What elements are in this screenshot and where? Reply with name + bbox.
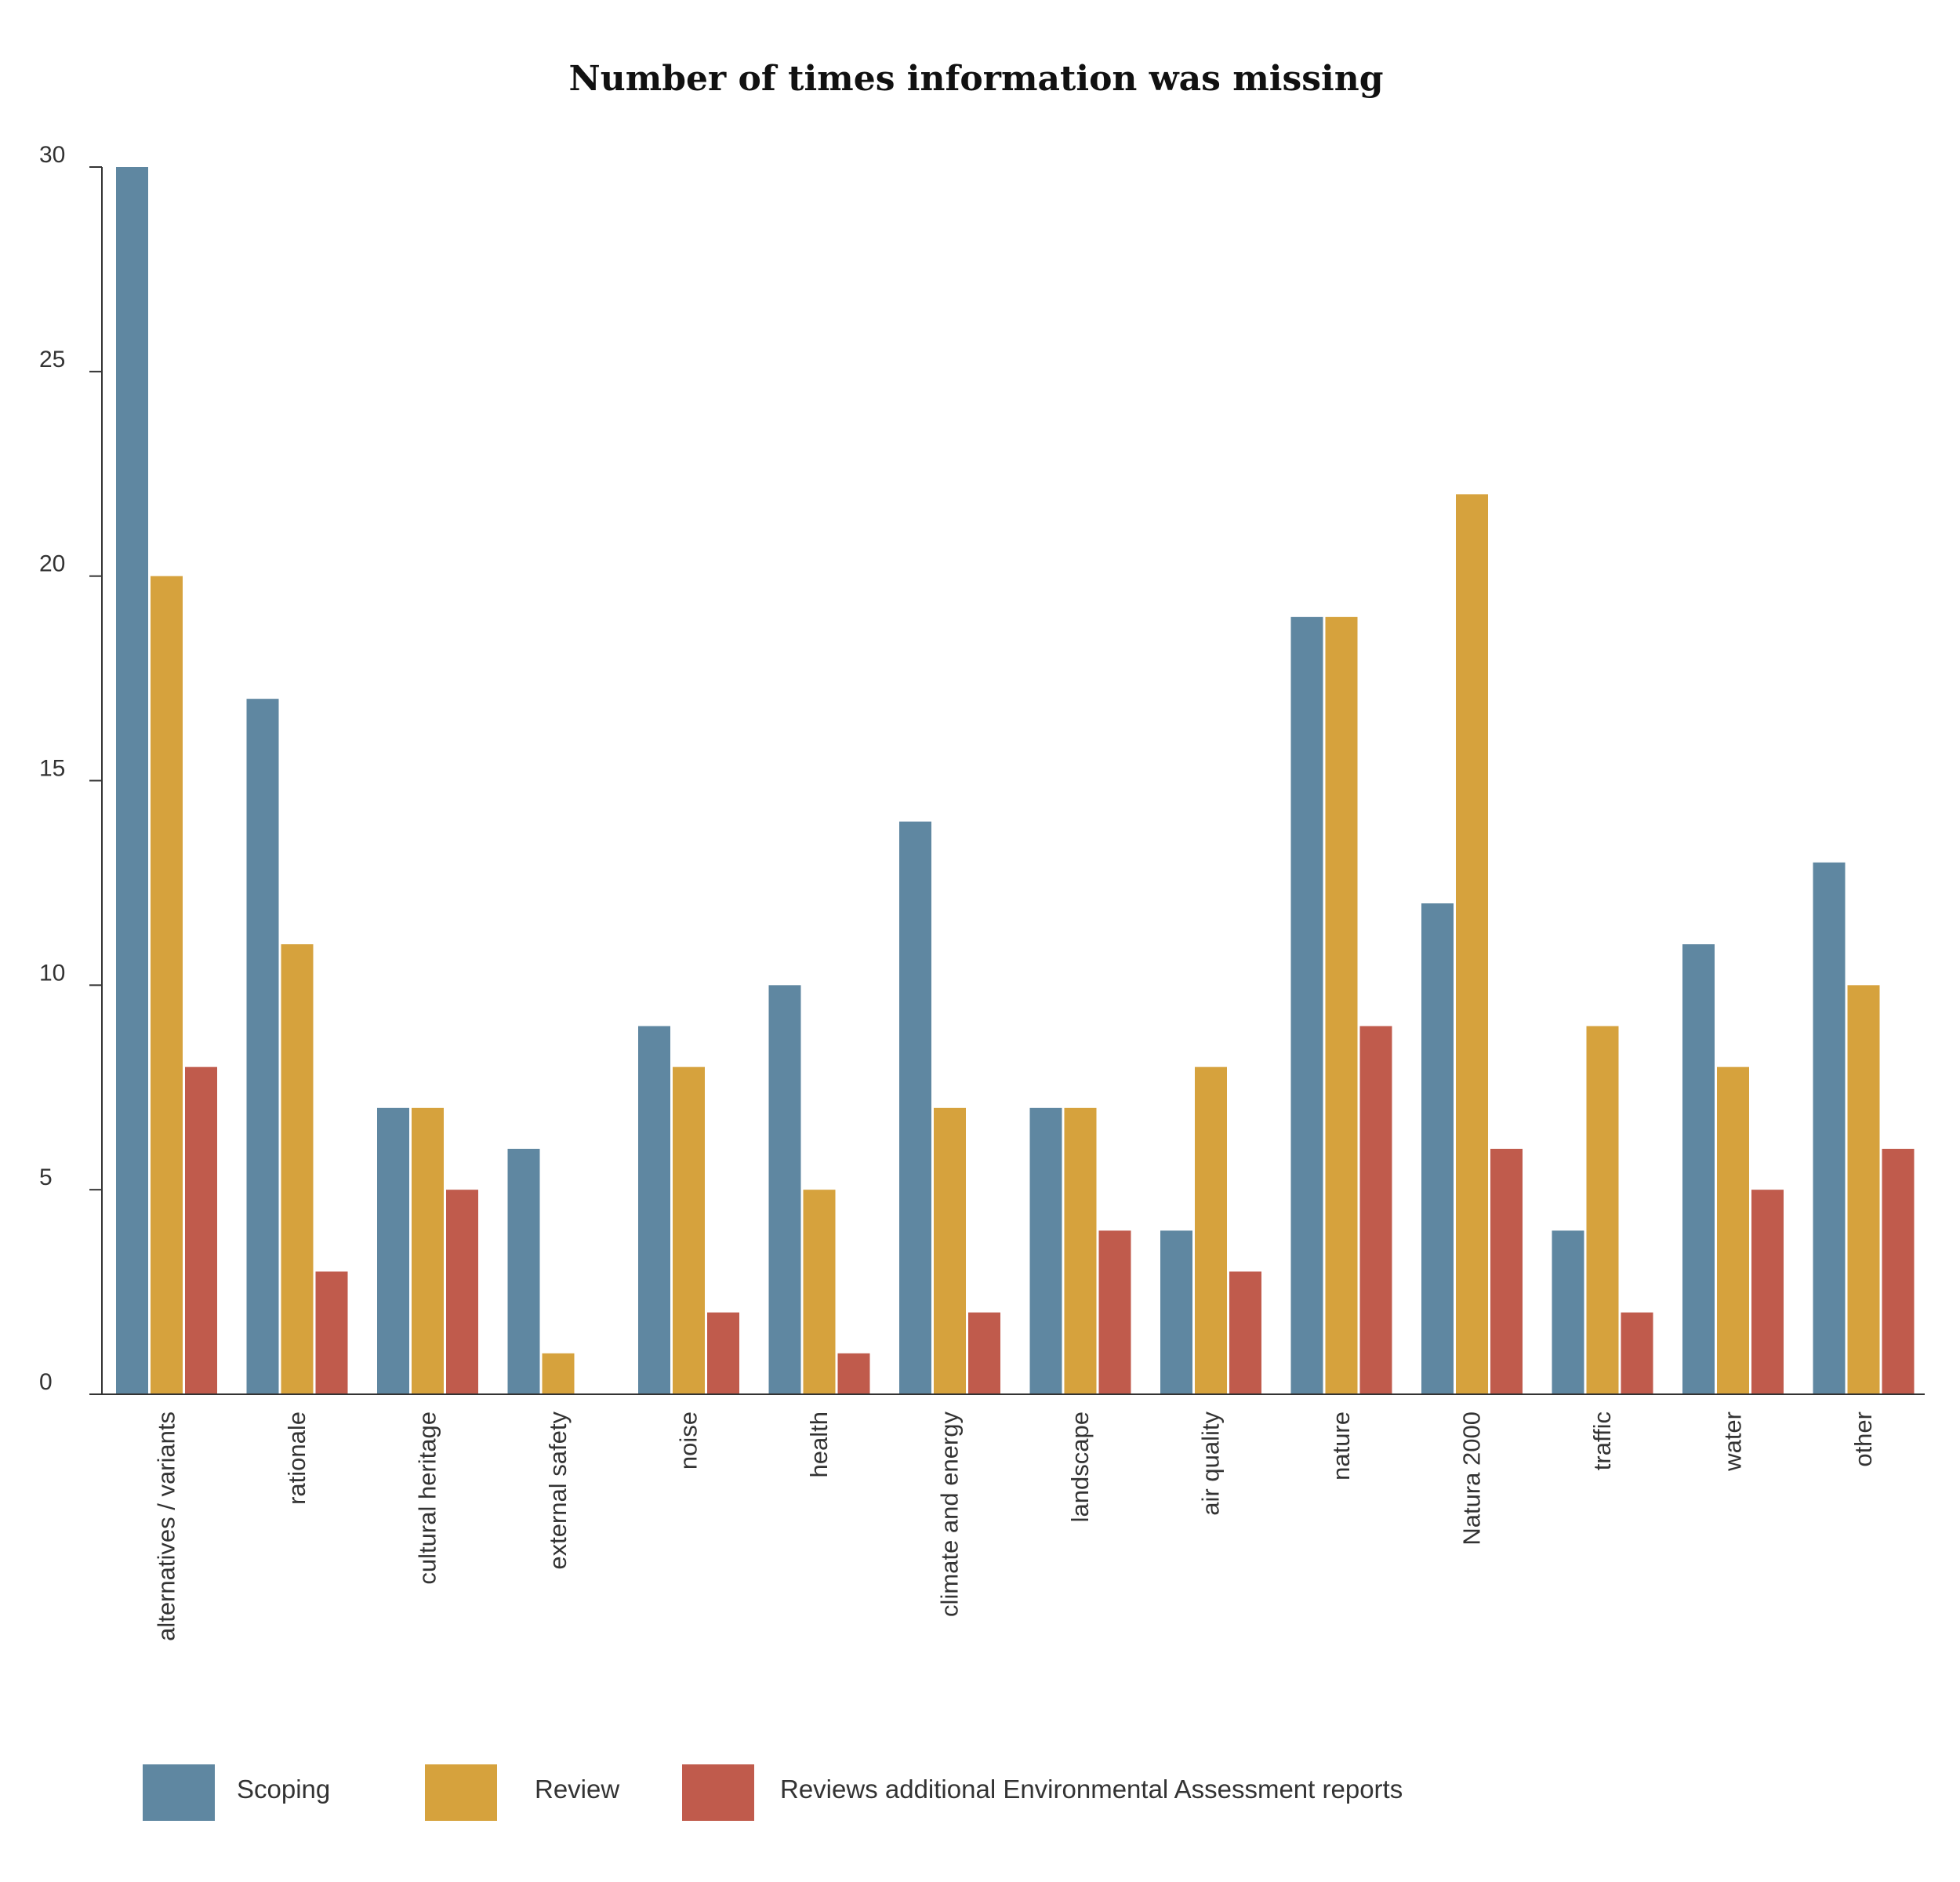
y-axis: 0 5 10 15 20 25 30 bbox=[39, 142, 103, 1395]
bar-reviews-additional-4 bbox=[707, 1312, 739, 1394]
bar-reviews-additional-12 bbox=[1751, 1190, 1784, 1394]
y-tick-label: 30 bbox=[39, 142, 65, 168]
bar-scoping-10 bbox=[1421, 903, 1454, 1394]
category-label: traffic bbox=[1588, 1412, 1616, 1470]
bar-review-5 bbox=[803, 1190, 836, 1394]
x-axis: alternatives / variants rationale cultural… bbox=[102, 1393, 1925, 1641]
legend-label: Review bbox=[535, 1775, 619, 1804]
y-tick-label: 0 bbox=[39, 1369, 53, 1395]
bar-review-1 bbox=[281, 944, 314, 1394]
bar-reviews-additional-2 bbox=[446, 1190, 478, 1394]
bar-reviews-additional-7 bbox=[1098, 1230, 1131, 1394]
legend-label: Reviews additional Environmental Assessm… bbox=[780, 1775, 1403, 1804]
legend-swatch bbox=[143, 1764, 215, 1821]
y-tick-label: 25 bbox=[39, 347, 65, 372]
chart-title: Number of times information was missing bbox=[569, 59, 1384, 99]
y-tick-label: 15 bbox=[39, 756, 65, 782]
category-label: air quality bbox=[1197, 1412, 1225, 1516]
y-tick-label: 10 bbox=[39, 960, 65, 986]
bar-scoping-12 bbox=[1682, 944, 1715, 1394]
bar-review-11 bbox=[1586, 1026, 1619, 1394]
category-label: external safety bbox=[544, 1412, 572, 1570]
bar-reviews-additional-6 bbox=[968, 1312, 1000, 1394]
bar-scoping-2 bbox=[377, 1107, 409, 1394]
bar-scoping-11 bbox=[1552, 1230, 1584, 1394]
bar-review-4 bbox=[673, 1066, 705, 1394]
bar-review-2 bbox=[412, 1107, 444, 1394]
bar-review-0 bbox=[151, 576, 183, 1394]
bars-group bbox=[116, 167, 1915, 1395]
category-label: climate and energy bbox=[936, 1412, 964, 1617]
bar-scoping-13 bbox=[1813, 862, 1846, 1394]
category-label: noise bbox=[675, 1412, 702, 1470]
bar-reviews-additional-8 bbox=[1229, 1271, 1261, 1394]
bar-scoping-0 bbox=[116, 167, 148, 1394]
legend-label: Scoping bbox=[237, 1775, 330, 1804]
bar-reviews-additional-10 bbox=[1490, 1149, 1523, 1394]
bar-review-7 bbox=[1064, 1107, 1097, 1394]
bar-scoping-3 bbox=[507, 1149, 540, 1394]
bar-review-8 bbox=[1195, 1066, 1227, 1394]
bar-scoping-7 bbox=[1029, 1107, 1062, 1394]
bar-review-12 bbox=[1717, 1066, 1749, 1394]
bar-review-3 bbox=[542, 1353, 575, 1394]
category-label: landscape bbox=[1066, 1412, 1094, 1522]
bar-reviews-additional-11 bbox=[1621, 1312, 1653, 1394]
bar-reviews-additional-9 bbox=[1359, 1026, 1392, 1394]
bar-review-9 bbox=[1325, 616, 1358, 1394]
bar-scoping-1 bbox=[246, 699, 279, 1394]
category-label: Natura 2000 bbox=[1458, 1412, 1486, 1546]
bar-scoping-6 bbox=[899, 821, 931, 1394]
category-label: water bbox=[1719, 1412, 1747, 1472]
category-label: nature bbox=[1327, 1412, 1355, 1481]
legend-swatch bbox=[425, 1764, 497, 1821]
bar-reviews-additional-13 bbox=[1882, 1149, 1915, 1394]
bar-scoping-8 bbox=[1160, 1230, 1192, 1394]
bar-reviews-additional-1 bbox=[315, 1271, 348, 1394]
category-label: rationale bbox=[283, 1412, 310, 1505]
bar-scoping-9 bbox=[1290, 616, 1323, 1394]
bar-review-13 bbox=[1847, 985, 1880, 1394]
bar-review-10 bbox=[1456, 494, 1488, 1395]
category-label: alternatives / variants bbox=[153, 1412, 180, 1641]
category-label: health bbox=[805, 1412, 833, 1477]
bar-scoping-5 bbox=[768, 985, 801, 1394]
legend: Scoping Review Reviews additional Environm… bbox=[143, 1764, 1403, 1821]
category-label: other bbox=[1849, 1412, 1877, 1467]
category-label: cultural heritage bbox=[414, 1412, 441, 1585]
legend-swatch bbox=[682, 1764, 754, 1821]
y-tick-label: 20 bbox=[39, 551, 65, 577]
bar-reviews-additional-5 bbox=[837, 1353, 870, 1394]
bar-scoping-4 bbox=[638, 1026, 670, 1394]
bar-review-6 bbox=[934, 1107, 966, 1394]
bar-reviews-additional-0 bbox=[185, 1066, 217, 1394]
y-tick-label: 5 bbox=[39, 1164, 53, 1190]
